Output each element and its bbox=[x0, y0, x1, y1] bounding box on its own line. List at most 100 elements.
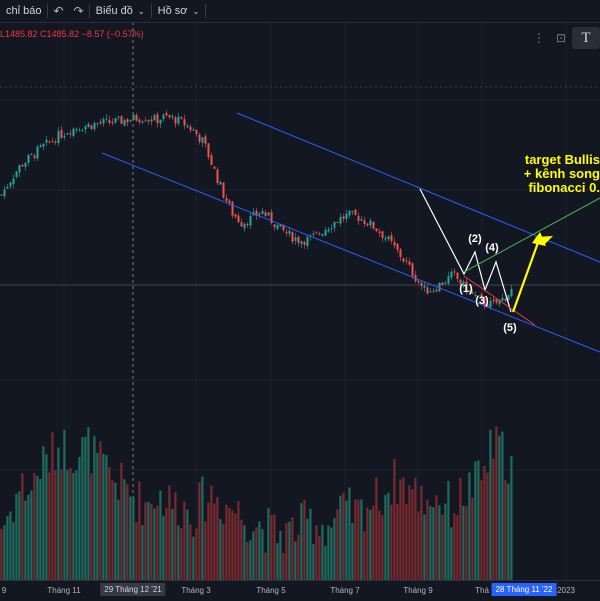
green-trend-line bbox=[463, 197, 600, 273]
candle bbox=[123, 120, 126, 126]
volume-bar bbox=[126, 484, 129, 580]
volume-bar bbox=[408, 485, 411, 580]
volume-bar bbox=[423, 514, 426, 580]
volume-bar bbox=[345, 500, 348, 580]
wave-label-3: (3) bbox=[475, 295, 489, 307]
volume-bar bbox=[96, 452, 99, 580]
volume-bar bbox=[462, 505, 465, 580]
candle bbox=[63, 135, 66, 138]
volume-bar bbox=[75, 470, 78, 580]
candle bbox=[54, 141, 57, 144]
volume-bar bbox=[363, 531, 366, 580]
volume-bar bbox=[84, 436, 87, 580]
volume-bar bbox=[399, 479, 402, 580]
volume-bar bbox=[282, 553, 285, 580]
volume-bar bbox=[354, 499, 357, 580]
x-tick: Tháng 3 bbox=[181, 586, 211, 595]
volume-bar bbox=[222, 523, 225, 580]
drawing-tools: ⋮ ⊡ T bbox=[528, 26, 600, 50]
volume-bar bbox=[63, 429, 66, 580]
chart-menu-button[interactable]: Biểu đồ ⌄ bbox=[90, 0, 151, 22]
x-tick: Thá bbox=[475, 586, 489, 595]
volume-bar bbox=[273, 514, 276, 580]
candle bbox=[15, 171, 18, 177]
volume-bar bbox=[450, 527, 453, 580]
candle bbox=[81, 130, 84, 132]
candle bbox=[378, 231, 381, 233]
volume-bar bbox=[201, 476, 204, 580]
candle bbox=[390, 235, 393, 242]
volume-bar bbox=[327, 525, 330, 580]
volume-bar bbox=[297, 534, 300, 580]
grip-icon[interactable]: ⋮ bbox=[533, 31, 545, 45]
annotation-line: target Bullis bbox=[524, 152, 600, 167]
volume-bar bbox=[429, 506, 432, 580]
volume-bar bbox=[69, 468, 72, 580]
profile-menu-button[interactable]: Hồ sơ ⌄ bbox=[152, 0, 206, 22]
volume-bar bbox=[99, 441, 102, 580]
volume-bar bbox=[150, 503, 153, 580]
candle bbox=[192, 129, 195, 131]
volume-bar bbox=[36, 475, 39, 580]
candle bbox=[102, 119, 105, 124]
volume-bar bbox=[207, 502, 210, 580]
volume-bar bbox=[213, 503, 216, 580]
red-trend-line bbox=[463, 275, 536, 326]
volume-bar bbox=[219, 519, 222, 580]
volume-bar bbox=[237, 501, 240, 580]
candle bbox=[375, 228, 378, 232]
candle bbox=[405, 260, 408, 262]
x-tick: Tháng 9 bbox=[403, 586, 433, 595]
volume-bar bbox=[291, 517, 294, 580]
volume-bar bbox=[300, 503, 303, 580]
volume-bar bbox=[192, 536, 195, 580]
candle bbox=[261, 210, 264, 214]
candle bbox=[447, 276, 450, 284]
volume-bar bbox=[87, 427, 90, 580]
profile-menu-label: Hồ sơ bbox=[157, 5, 188, 17]
candle bbox=[450, 272, 453, 278]
volume-bar bbox=[174, 492, 177, 580]
candle bbox=[468, 290, 471, 292]
volume-bar bbox=[390, 504, 393, 580]
candle bbox=[120, 116, 123, 124]
volume-bar bbox=[441, 514, 444, 580]
candle bbox=[498, 299, 501, 305]
volume-bar bbox=[330, 527, 333, 580]
undo-icon[interactable]: ↶ bbox=[53, 4, 64, 18]
indicators-button[interactable]: chỉ báo bbox=[6, 5, 42, 17]
candle bbox=[168, 115, 171, 118]
volume-bar bbox=[60, 469, 63, 580]
candle bbox=[357, 216, 360, 221]
candle bbox=[489, 300, 492, 308]
text-tool-button[interactable]: T bbox=[572, 27, 600, 49]
drawings bbox=[101, 112, 600, 353]
redo-icon[interactable]: ↷ bbox=[73, 4, 84, 18]
volume-bar bbox=[417, 511, 420, 580]
candle bbox=[96, 123, 99, 125]
wave-label-4: (4) bbox=[485, 242, 499, 254]
candle bbox=[480, 294, 483, 298]
crop-icon[interactable]: ⊡ bbox=[555, 31, 567, 45]
candle bbox=[504, 298, 507, 301]
volume-bar bbox=[387, 492, 390, 580]
volume-bar bbox=[102, 453, 105, 580]
candle bbox=[417, 280, 420, 283]
volume-bar bbox=[252, 531, 255, 580]
candle bbox=[507, 295, 510, 300]
time-axis[interactable]: 9 Tháng 11 29 Tháng 12 '21 Tháng 3 Tháng… bbox=[0, 580, 600, 601]
candle bbox=[228, 200, 231, 203]
toolbar-divider bbox=[150, 4, 152, 18]
x-tick: Tháng 11 bbox=[47, 586, 81, 595]
volume-bar bbox=[357, 499, 360, 580]
candle bbox=[177, 116, 180, 124]
chart-grid bbox=[0, 22, 600, 580]
volume-bar bbox=[369, 509, 372, 580]
candle bbox=[183, 119, 186, 126]
volume-bar bbox=[51, 432, 54, 580]
candle bbox=[387, 236, 390, 240]
candle bbox=[333, 221, 336, 228]
candle bbox=[306, 237, 309, 247]
volume-bar bbox=[156, 505, 159, 580]
